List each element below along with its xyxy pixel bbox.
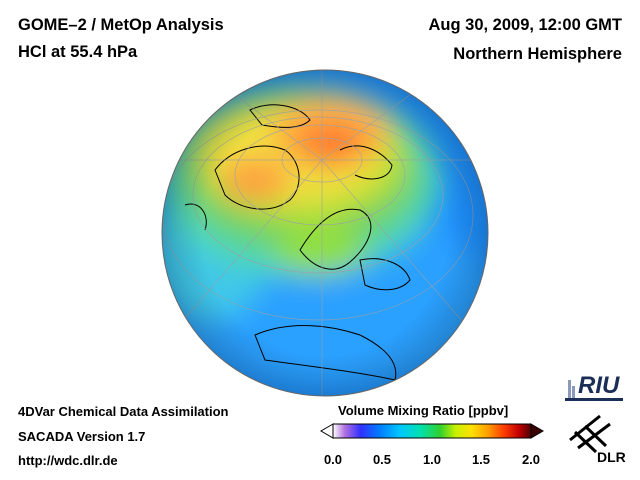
colorbar-tick: 1.0 <box>422 452 442 467</box>
dlr-logo-text: DLR <box>597 449 626 465</box>
dlr-logo <box>569 414 611 454</box>
map-title: GOME–2 / MetOp Analysis <box>18 16 224 34</box>
colorbar-tick: 0.0 <box>323 452 343 467</box>
colorbar-tick: 2.0 <box>521 452 541 467</box>
colorbar-tick: 1.5 <box>471 452 491 467</box>
colorbar <box>320 423 544 439</box>
riu-logo <box>565 380 623 401</box>
globe-outline <box>161 69 489 397</box>
colorbar-max-arrow <box>530 423 544 439</box>
colorbar-tick: 0.5 <box>372 452 392 467</box>
riu-logo-text: RIU <box>578 372 620 399</box>
footer-assimilation: 4DVar Chemical Data Assimilation <box>18 404 229 419</box>
footer-url[interactable]: http://wdc.dlr.de <box>18 453 118 468</box>
analysis-date: Aug 30, 2009, 12:00 GMT <box>428 16 623 34</box>
globe-field <box>162 70 488 396</box>
map-subtitle: HCl at 55.4 hPa <box>18 43 138 61</box>
hemisphere-label: Northern Hemisphere <box>453 45 622 63</box>
footer-version: SACADA Version 1.7 <box>18 429 146 444</box>
colorbar-min-arrow <box>320 423 334 439</box>
colorbar-gradient <box>332 423 532 439</box>
colorbar-title: Volume Mixing Ratio [ppbv] <box>338 403 509 418</box>
